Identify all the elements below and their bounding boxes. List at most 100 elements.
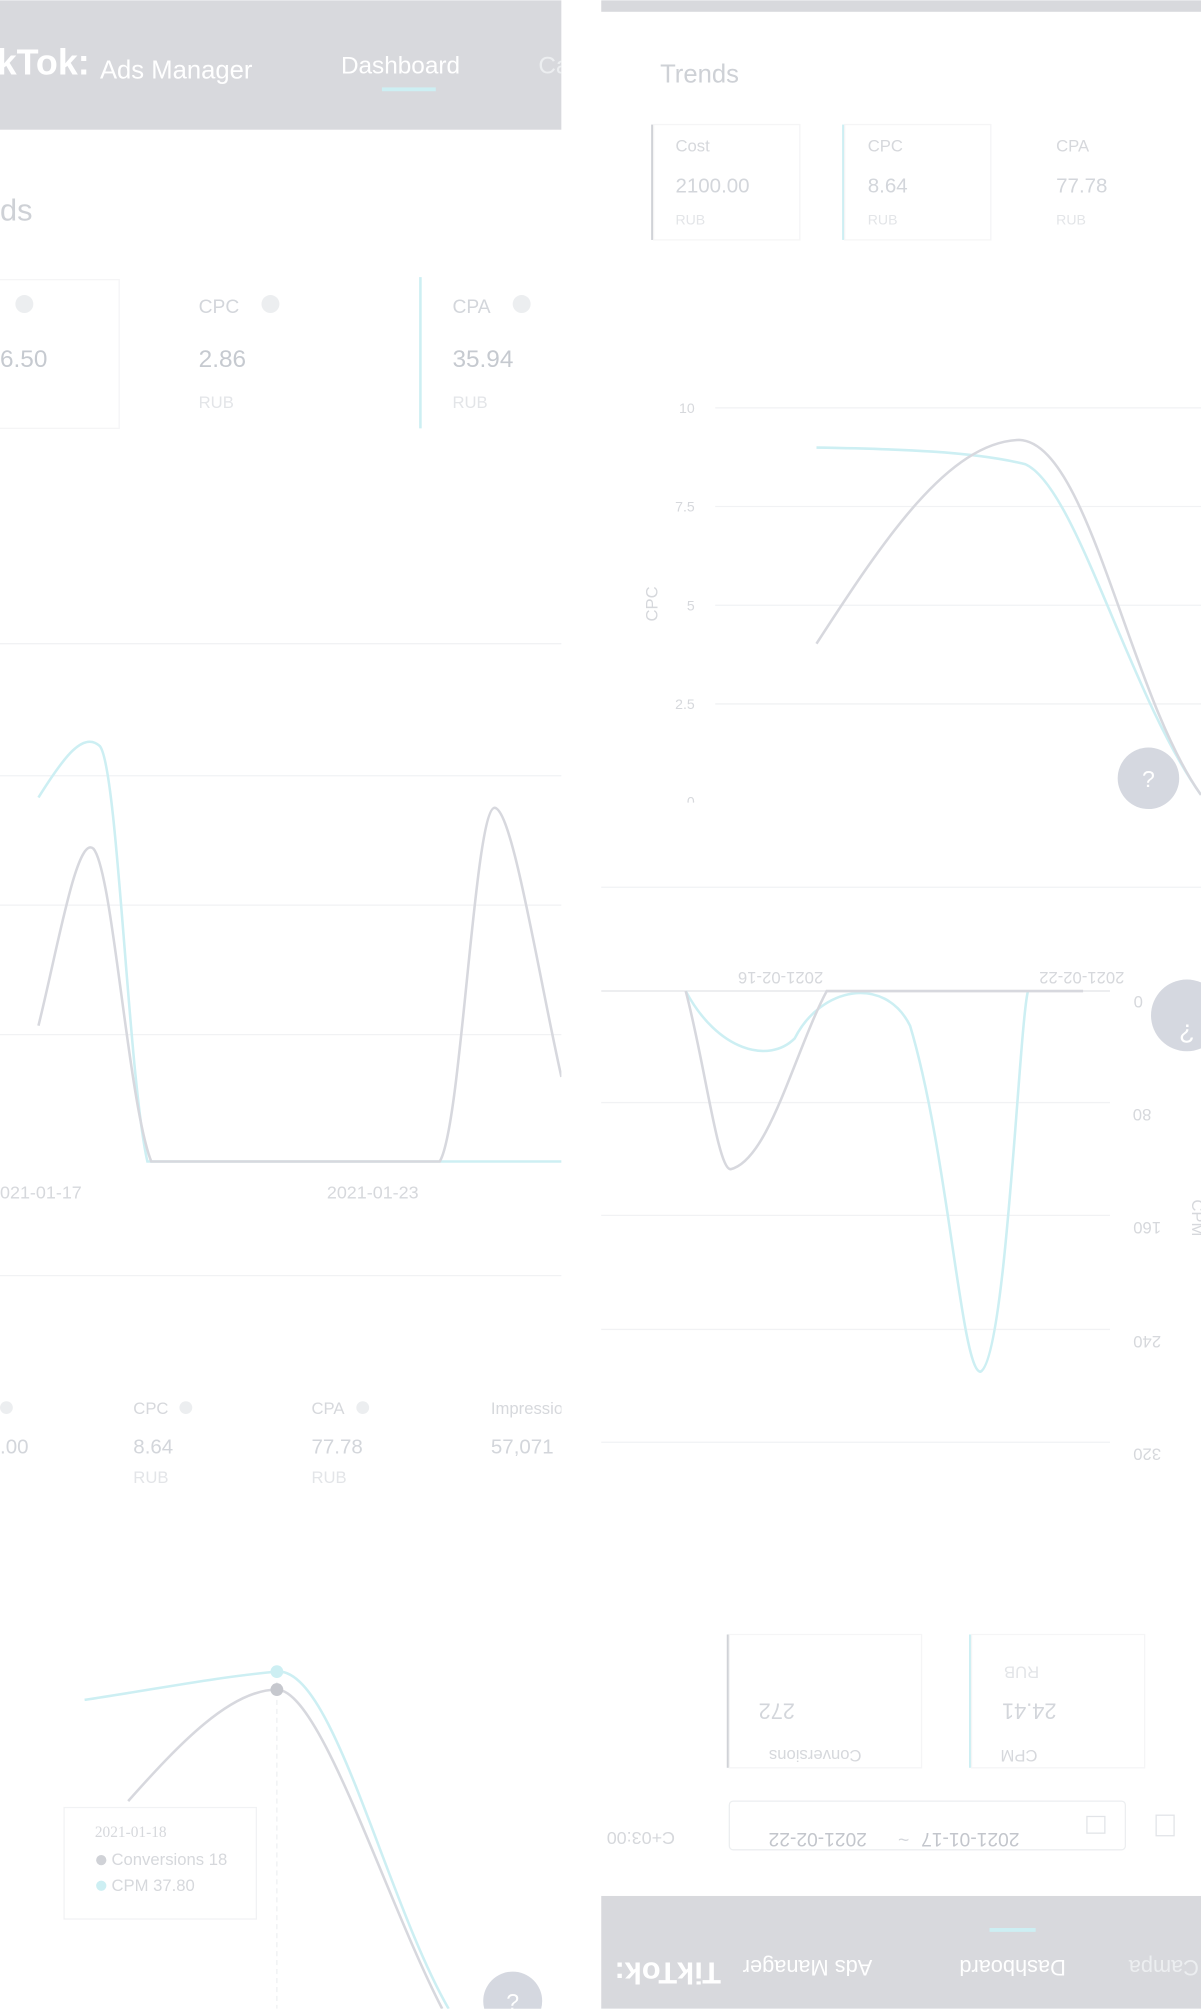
y-tick-label: 80 bbox=[1133, 1105, 1152, 1124]
card-label: CPA bbox=[452, 297, 490, 318]
y-tick-label: 320 bbox=[1133, 1445, 1161, 1464]
help-icon: ? bbox=[506, 1989, 519, 2009]
info-icon bbox=[0, 1401, 13, 1415]
series-line bbox=[684, 990, 1030, 1374]
product-name: Ads Manager bbox=[743, 1955, 872, 1980]
help-icon: ? bbox=[1142, 766, 1155, 792]
series-line bbox=[37, 806, 562, 1163]
header-bar bbox=[601, 0, 1201, 12]
left-panel: kTok: Ads Manager Dashboard Ca ds 6.50 C… bbox=[0, 0, 570, 2009]
card-unit: RUB bbox=[1004, 1663, 1039, 1682]
card-accent bbox=[969, 1634, 972, 1768]
summary-unit: RUB bbox=[133, 1468, 168, 1487]
card bbox=[728, 1633, 923, 1769]
card-unit: RUB bbox=[452, 393, 487, 412]
y-tick-label: 5 bbox=[687, 597, 695, 613]
timezone: C+03:00 bbox=[607, 1828, 675, 1848]
card-value: 77.78 bbox=[1056, 175, 1107, 198]
card-value: 6.50 bbox=[0, 346, 47, 373]
series-line bbox=[84, 1670, 450, 2009]
chart-bottom bbox=[601, 802, 1201, 886]
date-picker[interactable] bbox=[728, 1800, 1127, 1851]
date-separator: ~ bbox=[898, 1828, 909, 1849]
card bbox=[970, 1633, 1146, 1769]
date-start: 2021-01-17 bbox=[921, 1828, 1019, 1849]
y-axis-label: CPC bbox=[643, 586, 662, 621]
nav-dashboard[interactable]: Dashboard bbox=[959, 1955, 1065, 1980]
summary-value: 77.78 bbox=[311, 1436, 362, 1459]
series-line bbox=[127, 1688, 444, 2009]
y-tick-label: 0 bbox=[1134, 992, 1143, 1011]
card bbox=[653, 123, 801, 241]
card-label: CPC bbox=[199, 297, 240, 318]
nav-item[interactable]: Campa bbox=[1128, 1955, 1199, 1980]
card-label: CPM bbox=[1000, 1746, 1037, 1765]
tooltip-row: CPM 37.80 bbox=[112, 1876, 195, 1895]
info-icon bbox=[15, 295, 34, 313]
y-tick-label: 10 bbox=[679, 400, 695, 416]
card-value: 2.86 bbox=[199, 346, 246, 373]
header-bar bbox=[0, 0, 562, 130]
summary-label: Impressio bbox=[491, 1399, 563, 1418]
summary-unit: RUB bbox=[311, 1468, 346, 1487]
series-line bbox=[684, 989, 1084, 1171]
logo: kTok: bbox=[0, 43, 90, 83]
y-tick-label: 7.5 bbox=[675, 499, 695, 515]
summary-label: CPA bbox=[311, 1399, 345, 1418]
card-label: Cost bbox=[675, 136, 710, 155]
section-title: Trends bbox=[660, 60, 739, 88]
x-label: 021-01-17 bbox=[0, 1183, 82, 1203]
card bbox=[0, 279, 120, 429]
series-line bbox=[816, 446, 1201, 796]
card-accent bbox=[726, 1634, 730, 1768]
card-unit: RUB bbox=[1056, 212, 1086, 228]
legend-dot bbox=[96, 1880, 107, 1891]
card-label: Conversions bbox=[769, 1746, 862, 1765]
help-button[interactable] bbox=[1151, 979, 1201, 1052]
right-panel: Trends Cost 2100.00 RUB CPC 8.64 RUB CPA… bbox=[601, 0, 1201, 2009]
info-icon bbox=[179, 1401, 193, 1415]
series-line bbox=[815, 438, 1201, 796]
card-label: CPA bbox=[1056, 136, 1090, 155]
x-label: 2021-01-23 bbox=[327, 1183, 419, 1203]
help-button[interactable] bbox=[483, 1971, 543, 2009]
help-button[interactable] bbox=[1117, 747, 1180, 810]
header-bar bbox=[601, 1895, 1201, 2009]
point bbox=[270, 1683, 284, 1697]
card-value: 2100.00 bbox=[675, 175, 749, 198]
help-icon: ? bbox=[1180, 1018, 1194, 1046]
card-value: 35.94 bbox=[452, 346, 513, 373]
tooltip bbox=[63, 1806, 257, 1920]
point bbox=[270, 1665, 284, 1679]
card-accent bbox=[651, 124, 654, 240]
info-icon bbox=[512, 295, 531, 313]
y-axis-label: CPM bbox=[1188, 1199, 1201, 1236]
nav-dashboard[interactable]: Dashboard bbox=[341, 52, 460, 79]
y-tick-label: 160 bbox=[1133, 1218, 1161, 1237]
summary-label: CPC bbox=[133, 1399, 168, 1418]
nav-underline bbox=[989, 1928, 1036, 1932]
card-unit: RUB bbox=[199, 393, 234, 412]
x-label: 2021-02-16 bbox=[738, 968, 823, 987]
card-accent bbox=[842, 124, 845, 240]
calendar-icon bbox=[1086, 1815, 1106, 1834]
card-label: CPC bbox=[868, 136, 903, 155]
logo: TikTok: bbox=[615, 1956, 721, 1991]
y-tick-label: 240 bbox=[1133, 1332, 1161, 1351]
y-tick-label: 0 bbox=[687, 793, 695, 809]
export-icon[interactable] bbox=[1155, 1814, 1175, 1837]
card-accent bbox=[419, 277, 422, 429]
legend-dot bbox=[96, 1854, 107, 1866]
y-tick-label: 2.5 bbox=[675, 696, 695, 712]
card-value: 8.64 bbox=[868, 175, 908, 198]
tooltip-date: 2021-01-18 bbox=[95, 1824, 167, 1841]
nav-item[interactable]: Ca bbox=[538, 52, 570, 79]
card-value: 24.41 bbox=[1002, 1699, 1056, 1724]
tooltip-row: Conversions 18 bbox=[112, 1850, 228, 1869]
info-icon bbox=[261, 295, 280, 313]
x-label: 2021-02-22 bbox=[1039, 968, 1124, 987]
summary-value: 8.64 bbox=[133, 1436, 173, 1459]
card bbox=[844, 123, 992, 241]
